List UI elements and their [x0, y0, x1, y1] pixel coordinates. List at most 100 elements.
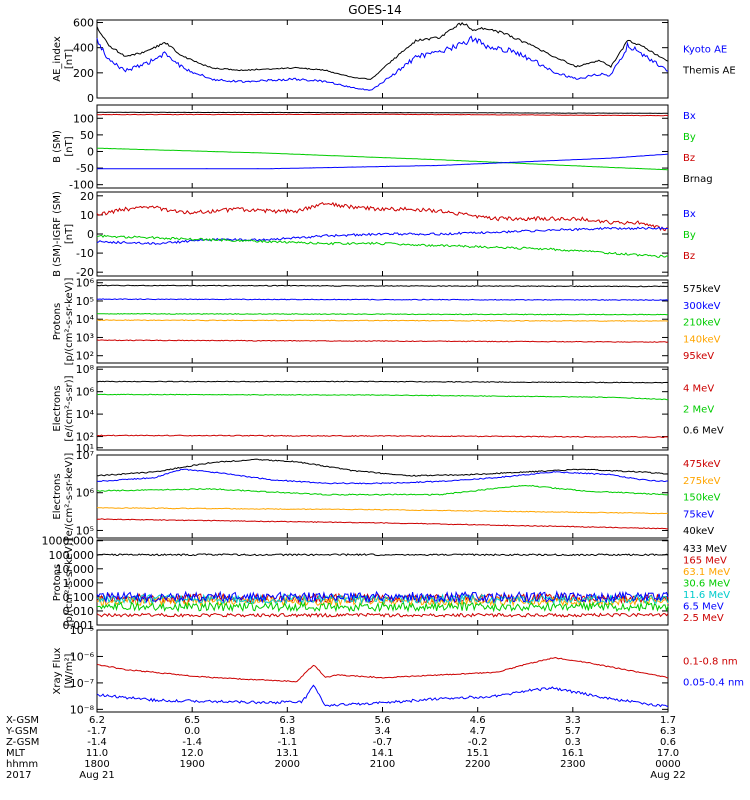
- panel-ae: 0 200 400 600 AE_index [nT] Kyoto AE Themis AE: [52, 17, 736, 105]
- y-tick-label: 10⁻⁷: [70, 677, 94, 690]
- y-tick-label: 10³: [76, 331, 94, 344]
- y-tick-label: 0: [87, 92, 94, 105]
- y-tick-label: 0.010: [63, 605, 95, 618]
- series-line-0-6-mev: [96, 380, 669, 384]
- series-line-brnag: [96, 111, 669, 114]
- x-axis-value: 1800: [84, 759, 109, 770]
- legend-entry: 165 MeV: [683, 556, 727, 567]
- x-axis-value: 13.1: [276, 748, 298, 759]
- series-line-2-5-mev: [96, 612, 669, 618]
- legend-entry: 575keV: [683, 284, 721, 295]
- y-tick-label: 10⁵: [76, 295, 94, 308]
- legend-entry: 0.1-0.8 nm: [683, 657, 738, 668]
- legend-entry: 2 MeV: [683, 405, 714, 416]
- x-axis-value: 0.6: [660, 737, 676, 748]
- legend-entry: Bx: [683, 111, 696, 122]
- x-axis-value: 6.3: [660, 726, 676, 737]
- series-line-433-mev: [96, 553, 669, 557]
- y-tick-label: 10⁵: [76, 524, 94, 537]
- y-tick-label: 10⁻⁵: [70, 624, 94, 637]
- y-axis-label: [p/(cm²-s-sr-keV)]: [64, 539, 75, 627]
- x-axis-value: 2300: [560, 759, 585, 770]
- y-tick-label: 10⁶: [76, 277, 95, 290]
- x-axis-value: 0.0: [184, 726, 200, 737]
- legend-entry: 300keV: [683, 301, 721, 312]
- y-axis-label: [e/(cm²-s-sr)]: [64, 375, 75, 441]
- legend-entry: Bx: [683, 209, 696, 220]
- y-tick-label: 0: [87, 228, 94, 241]
- x-axis-value: Aug 21: [79, 770, 114, 781]
- series-line-kyoto-ae: [96, 35, 669, 91]
- legend-entry: 75keV: [683, 509, 714, 520]
- y-tick-label: 50: [80, 129, 94, 142]
- x-axis-value: -0.7: [373, 737, 393, 748]
- series-line-bz: [96, 201, 669, 232]
- x-axis-value: 2200: [465, 759, 490, 770]
- legend-entry: 63.1 MeV: [683, 567, 730, 578]
- y-tick-label: 600: [73, 17, 94, 30]
- x-axis-row-label: X-GSM: [6, 715, 39, 726]
- series-line-0-1-0-8-nm: [96, 656, 669, 683]
- x-axis-row-label: MLT: [6, 748, 26, 759]
- legend-entry: 150keV: [683, 493, 721, 504]
- series-line-475kev: [96, 518, 669, 530]
- x-axis-value: 6.2: [89, 715, 105, 726]
- series-line-4-mev: [96, 434, 669, 439]
- panel-electrons2: 10⁵ 10⁶ 10⁷ Electrons [e/(cm²-s-sr-keV)] 475k…: [52, 449, 721, 540]
- legend-entry: 0.05-0.4 nm: [683, 678, 744, 689]
- series-line-6-5-mev: [96, 590, 669, 604]
- series-line-75kev: [96, 468, 668, 485]
- x-axis-value: 1.8: [279, 726, 295, 737]
- x-axis-value: 12.0: [181, 748, 203, 759]
- panel-protons2: 0.0010.0100.1001.00010.000100.0001000.00…: [42, 535, 731, 632]
- legend-entry: Themis AE: [682, 66, 736, 77]
- x-axis-value: Aug 22: [650, 770, 685, 781]
- series-line-bx: [96, 226, 668, 246]
- y-axis-label: Xray Flux: [52, 647, 63, 694]
- y-tick-label: 10⁶: [76, 386, 95, 399]
- legend-entry: 6.5 MeV: [683, 602, 724, 613]
- y-tick-label: 0.100: [63, 591, 95, 604]
- y-tick-label: 10⁴: [76, 313, 95, 326]
- series-line-by: [96, 234, 669, 258]
- x-axis-value: 16.1: [562, 748, 584, 759]
- y-tick-label: 20: [80, 190, 94, 203]
- x-axis-value: -1.7: [87, 726, 107, 737]
- figure-title: GOES-14: [348, 3, 402, 17]
- x-axis-value: 11.0: [86, 748, 108, 759]
- series-line-by: [96, 147, 669, 171]
- legend-entry: 95keV: [683, 351, 714, 362]
- y-tick-label: 1.000: [63, 577, 95, 590]
- y-tick-label: 10⁸: [76, 363, 95, 376]
- series-line-300kev: [96, 298, 669, 301]
- x-axis-value: 17.0: [657, 748, 679, 759]
- x-axis-value: 0000: [655, 759, 680, 770]
- y-tick-label: -50: [76, 162, 94, 175]
- legend-entry: 4 MeV: [683, 384, 714, 395]
- x-axis-value: 2000: [275, 759, 300, 770]
- y-axis-label: Electrons: [52, 385, 63, 431]
- y-axis-label: AE_index: [52, 36, 63, 82]
- y-axis-label: Protons: [52, 303, 63, 340]
- series-line-275kev: [96, 507, 669, 515]
- y-axis-label: [p/(cm²-s-sr-keV)]: [64, 278, 75, 366]
- y-tick-label: 10²: [76, 431, 94, 444]
- legend-entry: Kyoto AE: [683, 45, 727, 56]
- x-axis-value: 15.1: [467, 748, 489, 759]
- x-axis-value: 4.7: [470, 726, 486, 737]
- y-tick-label: 400: [73, 42, 94, 55]
- x-axis-value: -1.4: [182, 737, 202, 748]
- y-tick-label: 10⁴: [76, 408, 95, 421]
- y-tick-label: -100: [69, 179, 94, 192]
- series-line-210kev: [96, 312, 669, 316]
- y-tick-label: 200: [73, 67, 94, 80]
- x-axis-row-label: Z-GSM: [6, 737, 39, 748]
- y-axis-label: [nT]: [64, 49, 75, 69]
- series-line-40kev: [97, 458, 669, 477]
- legend-entry: 11.6 MeV: [683, 590, 730, 601]
- y-axis-label: Electrons: [52, 473, 63, 519]
- panel-bsm: -100 -50 0 50 100 B (SM) [nT] Bx By Bz Brnag: [52, 104, 713, 192]
- x-axis-value: 6.5: [184, 715, 200, 726]
- x-axis-value: 4.6: [470, 715, 486, 726]
